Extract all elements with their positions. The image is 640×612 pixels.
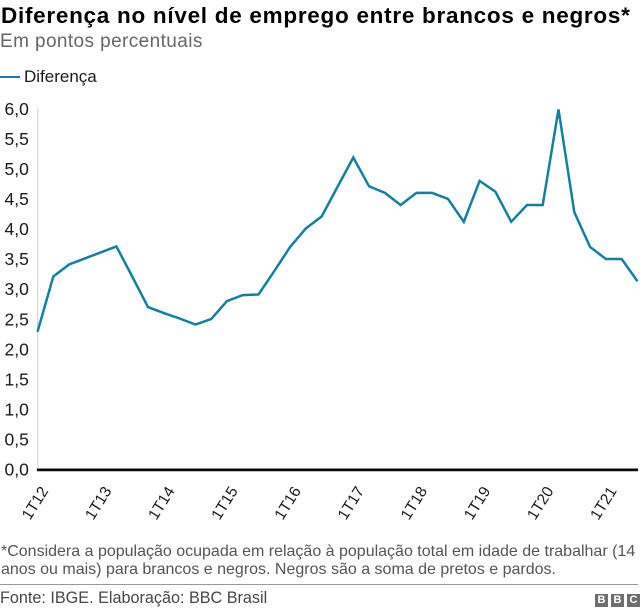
svg-text:1,0: 1,0 [4,399,29,419]
svg-text:1T18: 1T18 [398,484,431,523]
svg-text:1T14: 1T14 [145,484,178,523]
svg-text:1T21: 1T21 [587,484,620,523]
svg-text:6,0: 6,0 [4,99,29,119]
svg-text:1T15: 1T15 [209,484,242,523]
svg-text:0,5: 0,5 [4,430,28,450]
svg-text:4,0: 4,0 [4,219,29,239]
svg-text:1T19: 1T19 [461,484,494,523]
svg-text:1,5: 1,5 [4,369,28,389]
svg-text:3,5: 3,5 [4,249,28,269]
svg-text:2,5: 2,5 [4,309,28,329]
svg-text:1T16: 1T16 [272,484,305,523]
svg-text:0,0: 0,0 [4,460,29,480]
svg-text:1T12: 1T12 [19,484,52,523]
svg-text:3,0: 3,0 [4,279,29,299]
svg-text:5,5: 5,5 [4,129,28,149]
svg-text:1T13: 1T13 [82,484,115,523]
svg-text:4,5: 4,5 [4,189,28,209]
svg-text:1T20: 1T20 [524,484,557,523]
svg-text:2,0: 2,0 [4,339,29,359]
svg-text:1T17: 1T17 [335,484,368,523]
svg-text:5,0: 5,0 [4,159,29,179]
